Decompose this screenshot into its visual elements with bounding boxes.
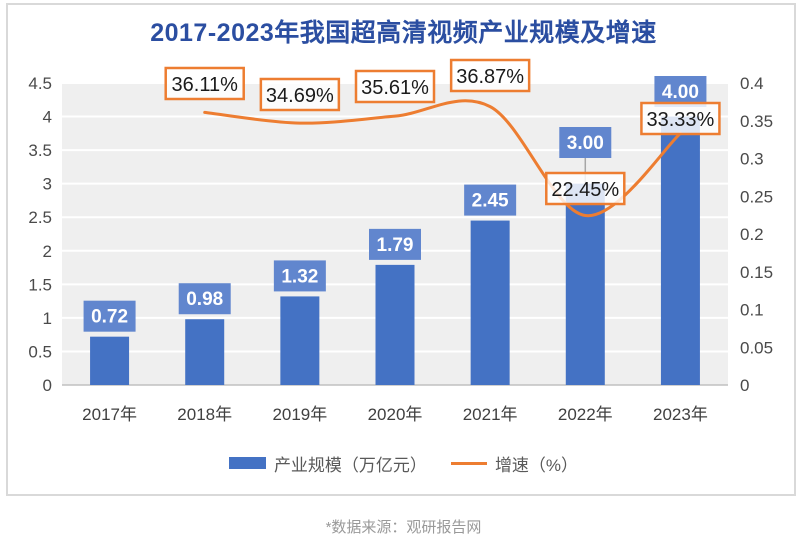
bar-2019年 — [280, 296, 320, 385]
legend-bar-label: 产业规模（万亿元） — [273, 455, 427, 475]
y-axis-left-tick-label: 4 — [43, 108, 52, 127]
source-note: *数据来源：观研报告网 — [325, 519, 482, 536]
growth-label-box — [164, 66, 245, 101]
x-axis-tick-label: 2020年 — [368, 405, 423, 424]
growth-label: 35.61% — [361, 77, 429, 99]
y-axis-right-tick-label: 0.3 — [740, 150, 764, 169]
growth-label: 36.11% — [172, 74, 239, 96]
y-axis-right-tick-label: 0.2 — [740, 225, 764, 244]
y-axis-right-tick-label: 0.4 — [740, 74, 764, 93]
x-axis-tick-label: 2019年 — [272, 405, 327, 424]
growth-label: 34.69% — [266, 85, 334, 107]
y-axis-left-tick-label: 1 — [43, 309, 52, 328]
y-axis-left-tick-label: 3.5 — [28, 141, 52, 160]
y-axis-right-tick-label: 0.25 — [740, 187, 773, 206]
legend-line-label: 增速（%） — [494, 455, 579, 475]
bar-value-label: 2.45 — [472, 191, 509, 212]
bar-value-label: 1.32 — [281, 266, 318, 287]
bar-value-label-box — [273, 260, 326, 292]
bar-2021年 — [470, 220, 510, 385]
y-axis-right-tick-label: 0 — [740, 376, 749, 395]
bar-value-label-box — [369, 228, 421, 260]
bar-2018年 — [185, 319, 225, 385]
growth-label-box — [449, 58, 531, 93]
y-axis-left-tick-label: 0.5 — [28, 342, 52, 361]
bar-value-label: 1.79 — [377, 235, 414, 256]
bar-value-label: 0.98 — [186, 289, 223, 310]
chart-title: 2017-2023年我国超高清视频产业规模及增速 — [150, 19, 657, 47]
chart-canvas: 4.5 4 3.5 3 2.5 2 1.5 1 0.5 0 0.4 0.35 0.3 0.25 0.2 0.1… — [28, 58, 773, 424]
growth-label-box — [259, 77, 341, 112]
growth-label-box — [354, 69, 436, 104]
bar-2017年 — [90, 336, 130, 385]
bar-value-label-box — [83, 300, 136, 332]
bar-2022年 — [565, 183, 605, 385]
bar-value-label: 0.72 — [91, 307, 128, 328]
y-axis-left-tick-label: 0 — [43, 376, 52, 395]
bar-2020年 — [375, 264, 415, 385]
growth-label-box — [640, 101, 721, 136]
y-axis-left-tick-label: 3 — [43, 175, 52, 194]
x-axis-tick-label: 2018年 — [177, 405, 232, 424]
bar-2023年 — [660, 116, 700, 386]
y-axis-left-tick-label: 4.5 — [28, 74, 52, 93]
growth-label: 22.45% — [551, 179, 619, 201]
x-axis-tick-label: 2017年 — [82, 405, 137, 424]
growth-line — [203, 99, 682, 218]
legend-bar-swatch-icon — [228, 457, 266, 469]
bar-value-label-box — [178, 283, 231, 315]
growth-label-box — [545, 171, 626, 206]
growth-label: 33.33% — [647, 109, 715, 131]
bar-value-label-box — [464, 184, 517, 216]
y-axis-left-tick-label: 2 — [43, 242, 52, 261]
bar-value-label: 3.00 — [567, 133, 604, 154]
legend-line-swatch-icon — [450, 461, 487, 465]
y-axis-right-tick-label: 0.15 — [740, 263, 773, 282]
y-axis-left-tick-label: 2.5 — [28, 208, 52, 227]
bar-value-label: 4.00 — [662, 82, 699, 103]
y-axis-right-tick-label: 0.05 — [740, 338, 773, 357]
y-axis-right-tick-label: 0.35 — [740, 112, 773, 131]
y-axis-left-tick-label: 1.5 — [28, 275, 52, 294]
y-axis-right-tick-label: 0.1 — [740, 301, 764, 320]
x-axis-tick-label: 2023年 — [653, 405, 708, 424]
x-axis-tick-label: 2021年 — [463, 405, 518, 424]
bar-value-label-box — [559, 127, 612, 158]
growth-label: 36.87% — [456, 66, 524, 88]
x-axis-tick-label: 2022年 — [558, 405, 613, 424]
legend: 产业规模（万亿元） 增速（%） — [0, 451, 807, 475]
